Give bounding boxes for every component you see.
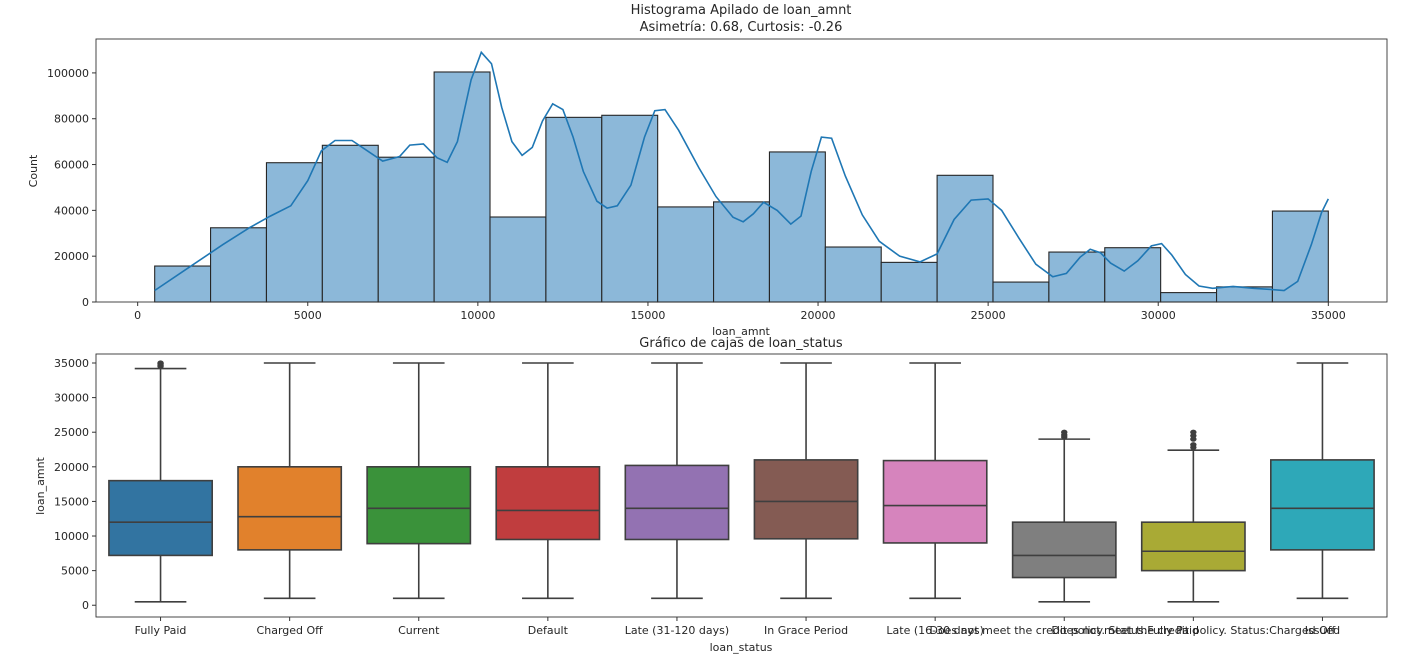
y-tick-label: 25000: [54, 426, 89, 439]
histogram-bar: [1104, 247, 1162, 303]
box-body: [237, 466, 343, 551]
boxplot-panel: Gráfico de cajas de loan_status Fully Pa…: [34, 336, 1388, 654]
histogram-x-ticks: 0 5000 10000 15000 20000 25000 30000 35000: [134, 302, 1346, 322]
histogram-bar: [601, 114, 659, 303]
y-tick-label: 0: [82, 296, 89, 309]
x-tick-label: 20000: [801, 309, 836, 322]
histogram-bar: [880, 261, 938, 303]
histogram-bar: [489, 216, 547, 303]
histogram-bar: [713, 201, 770, 303]
histogram-x-label: loan_amnt: [712, 325, 770, 338]
x-tick-label: 25000: [971, 309, 1006, 322]
outlier-point: [1190, 442, 1197, 448]
x-tick-label: 15000: [630, 309, 665, 322]
box-9: [1270, 362, 1375, 600]
box-0: [108, 360, 213, 603]
boxplot-boxes: [108, 360, 1375, 603]
histogram-bar: [768, 151, 826, 303]
y-tick-label: 35000: [54, 357, 89, 370]
y-tick-label: 20000: [54, 461, 89, 474]
x-tick-label: Issued: [1305, 624, 1340, 637]
y-tick-label: 10000: [54, 530, 89, 543]
box-4: [624, 362, 730, 600]
box-body: [495, 466, 601, 541]
box-6: [882, 362, 988, 600]
histogram-bar: [1160, 292, 1218, 303]
x-tick-label: Current: [398, 624, 440, 637]
histogram-title: Histograma Apilado de loan_amnt: [631, 3, 852, 18]
histogram-bar: [824, 246, 882, 303]
x-tick-label: In Grace Period: [764, 624, 848, 637]
histogram-bar: [321, 144, 379, 303]
boxplot-axes-frame: [95, 353, 1388, 618]
box-body: [882, 459, 988, 544]
histogram-y-label: Count: [27, 154, 40, 187]
outlier-point: [1061, 429, 1068, 435]
outlier-point: [157, 360, 164, 366]
x-tick-label: Default: [528, 624, 569, 637]
histogram-subtitle: Asimetría: 0.68, Curtosis: -0.26: [640, 20, 843, 35]
x-tick-label: 30000: [1141, 309, 1176, 322]
box-3: [495, 362, 601, 600]
box-body: [1011, 521, 1117, 579]
histogram-bar: [992, 281, 1050, 303]
y-tick-label: 20000: [54, 250, 89, 263]
boxplot-x-label: loan_status: [710, 641, 773, 654]
x-tick-label: 10000: [460, 309, 495, 322]
y-tick-label: 30000: [54, 392, 89, 405]
x-tick-label: Late (16-30 days): [886, 624, 983, 637]
boxplot-x-ticks: Fully Paid Charged Off Current Default Late …: [135, 617, 1340, 637]
histogram-y-ticks: 0 20000 40000 60000 80000 100000: [47, 67, 96, 309]
box-8: [1140, 429, 1246, 603]
box-1: [237, 362, 343, 600]
boxplot-y-label: loan_amnt: [34, 456, 47, 514]
y-tick-label: 0: [82, 599, 89, 612]
box-body: [1270, 459, 1375, 551]
histogram-panel: Histograma Apilado de loan_amnt Asimetrí…: [27, 3, 1388, 338]
box-body: [624, 464, 730, 541]
y-tick-label: 60000: [54, 159, 89, 172]
boxplot-y-ticks: 0 5000 10000 15000 20000 25000 30000 35000: [54, 357, 96, 612]
box-5: [753, 362, 859, 600]
x-tick-label: Late (31-120 days): [625, 624, 729, 637]
histogram-bar: [377, 156, 435, 303]
histogram-bar: [936, 174, 994, 303]
box-7: [1011, 429, 1117, 603]
outlier-point: [1190, 429, 1197, 435]
histogram-bar: [1271, 210, 1329, 303]
histogram-bar: [433, 71, 491, 303]
x-tick-label: 35000: [1311, 309, 1346, 322]
box-body: [753, 459, 859, 540]
x-tick-label: 0: [134, 309, 141, 322]
x-tick-label: Does not meet the credit policy. Status:…: [929, 624, 1199, 637]
histogram-bar: [265, 162, 323, 303]
boxplot-title: Gráfico de cajas de loan_status: [639, 336, 843, 351]
x-tick-label: Charged Off: [257, 624, 324, 637]
x-tick-label: 5000: [294, 309, 322, 322]
histogram-bar: [210, 227, 268, 303]
histogram-bar: [545, 116, 603, 303]
box-body: [108, 479, 213, 557]
y-tick-label: 80000: [54, 113, 89, 126]
histogram-axes-frame: [95, 38, 1388, 303]
y-tick-label: 40000: [54, 204, 89, 217]
y-tick-label: 5000: [61, 565, 89, 578]
box-2: [366, 362, 472, 600]
y-tick-label: 100000: [47, 67, 89, 80]
box-body: [366, 466, 472, 545]
y-tick-label: 15000: [54, 495, 89, 508]
x-tick-label: Does not meet the credit policy. Status:…: [1051, 624, 1335, 637]
box-body: [1140, 521, 1246, 572]
histogram-bar: [1048, 251, 1106, 303]
histogram-bar: [657, 206, 715, 303]
histogram-bars: [154, 71, 1329, 303]
kde-curve: [154, 50, 1330, 292]
x-tick-label: Fully Paid: [135, 624, 187, 637]
